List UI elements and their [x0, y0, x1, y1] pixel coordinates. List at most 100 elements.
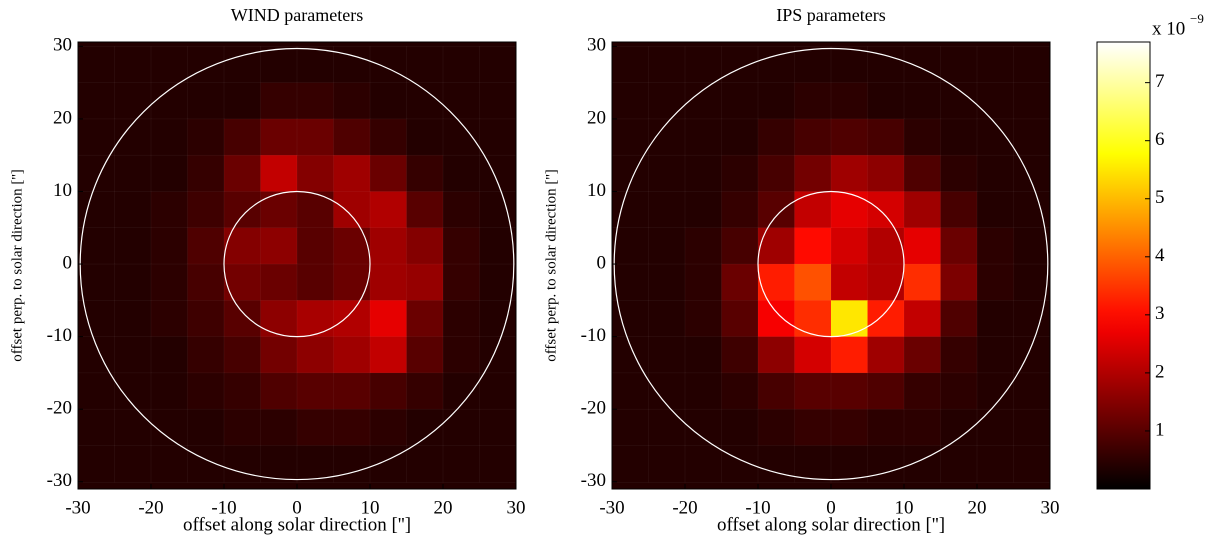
- heat-cell: [1013, 154, 1051, 193]
- x-tick-label: 20: [434, 497, 453, 518]
- reference-circle: [757, 190, 905, 338]
- y-axis-label: offset perp. to solar direction ['']: [543, 169, 559, 362]
- heat-cell: [940, 46, 978, 84]
- heat-cell: [940, 263, 978, 302]
- heat-cell: [976, 227, 1015, 265]
- heat-cell: [187, 408, 225, 447]
- y-tick-label: 0: [597, 252, 607, 273]
- heat-cell: [684, 336, 723, 374]
- heat-cell: [757, 372, 796, 410]
- heat-cell: [794, 445, 832, 483]
- heat-cell: [867, 227, 905, 265]
- heat-cell: [611, 46, 650, 84]
- y-tick-label: -20: [581, 398, 606, 419]
- heat-cell: [611, 336, 650, 374]
- heat-cell: [794, 336, 832, 374]
- x-tick-label: 20: [968, 497, 987, 518]
- heat-cell: [721, 227, 759, 265]
- heat-cell: [223, 408, 262, 447]
- heat-cell: [479, 46, 517, 84]
- heat-cell: [757, 227, 796, 265]
- heat-cell: [77, 263, 116, 302]
- heat-cell: [406, 263, 444, 302]
- heat-cell: [830, 191, 869, 229]
- heat-cell: [648, 372, 686, 410]
- heat-cell: [442, 300, 481, 338]
- x-tick-label: 0: [292, 497, 302, 518]
- heat-cell: [684, 191, 723, 229]
- heat-cell: [150, 118, 189, 156]
- heat-cell: [369, 46, 408, 84]
- y-tick-label: 30: [587, 35, 606, 56]
- heat-cell: [406, 118, 444, 156]
- heat-cell: [442, 154, 481, 193]
- heat-cell: [442, 191, 481, 229]
- heat-cell: [187, 82, 225, 120]
- heat-cell: [479, 408, 517, 447]
- heat-cell: [903, 445, 942, 483]
- heat-cell: [757, 191, 796, 229]
- y-tick-label: -20: [47, 398, 72, 419]
- y-tick-label: -30: [47, 470, 72, 491]
- colorbar: [1096, 41, 1151, 490]
- heat-cell: [77, 300, 116, 338]
- heat-cell: [611, 227, 650, 265]
- heat-cell: [260, 154, 298, 193]
- heat-cell: [684, 300, 723, 338]
- heat-cell: [479, 445, 517, 483]
- heat-cell: [150, 445, 189, 483]
- heat-cell: [976, 46, 1015, 84]
- x-axis-label: offset along solar direction ['']: [183, 514, 411, 535]
- heat-cell: [260, 408, 298, 447]
- heat-cell: [648, 82, 686, 120]
- heat-cell: [296, 191, 335, 229]
- heat-cell: [114, 191, 152, 229]
- heat-cell: [794, 154, 832, 193]
- heat-cell: [150, 336, 189, 374]
- heat-cell: [150, 191, 189, 229]
- heat-cell: [260, 118, 298, 156]
- heat-cell: [333, 82, 371, 120]
- heat-cell: [369, 154, 408, 193]
- heat-cell: [940, 154, 978, 193]
- heat-cell: [369, 336, 408, 374]
- heat-cell: [757, 154, 796, 193]
- heat-cell: [721, 118, 759, 156]
- heat-cell: [479, 191, 517, 229]
- heat-cell: [187, 227, 225, 265]
- heat-cell: [296, 445, 335, 483]
- heat-cell: [611, 408, 650, 447]
- heat-cell: [940, 82, 978, 120]
- heat-cell: [406, 82, 444, 120]
- heat-cell: [369, 191, 408, 229]
- heat-cell: [940, 336, 978, 374]
- heat-cell: [684, 46, 723, 84]
- heat-cell: [867, 408, 905, 447]
- heat-cell: [830, 263, 869, 302]
- heat-cell: [940, 227, 978, 265]
- heat-cell: [976, 191, 1015, 229]
- heat-cell: [684, 263, 723, 302]
- heat-cell: [976, 336, 1015, 374]
- heat-cell: [187, 263, 225, 302]
- heat-cell: [1013, 118, 1051, 156]
- heat-cell: [1013, 445, 1051, 483]
- heat-cell: [648, 336, 686, 374]
- heat-cell: [830, 300, 869, 338]
- scale-label: x 10: [1152, 18, 1185, 39]
- heat-cell: [794, 227, 832, 265]
- heat-cell: [406, 227, 444, 265]
- colorbar-tick-label: 3: [1155, 303, 1165, 324]
- heat-cell: [333, 445, 371, 483]
- heat-cell: [757, 263, 796, 302]
- heat-cell: [406, 336, 444, 374]
- heat-cell: [369, 227, 408, 265]
- heat-cell: [333, 227, 371, 265]
- heat-cell: [114, 118, 152, 156]
- heat-cell: [903, 82, 942, 120]
- heat-cell: [333, 46, 371, 84]
- heat-cell: [406, 300, 444, 338]
- heat-cell: [223, 191, 262, 229]
- x-tick-label: -20: [138, 497, 163, 518]
- y-tick-label: -30: [581, 470, 606, 491]
